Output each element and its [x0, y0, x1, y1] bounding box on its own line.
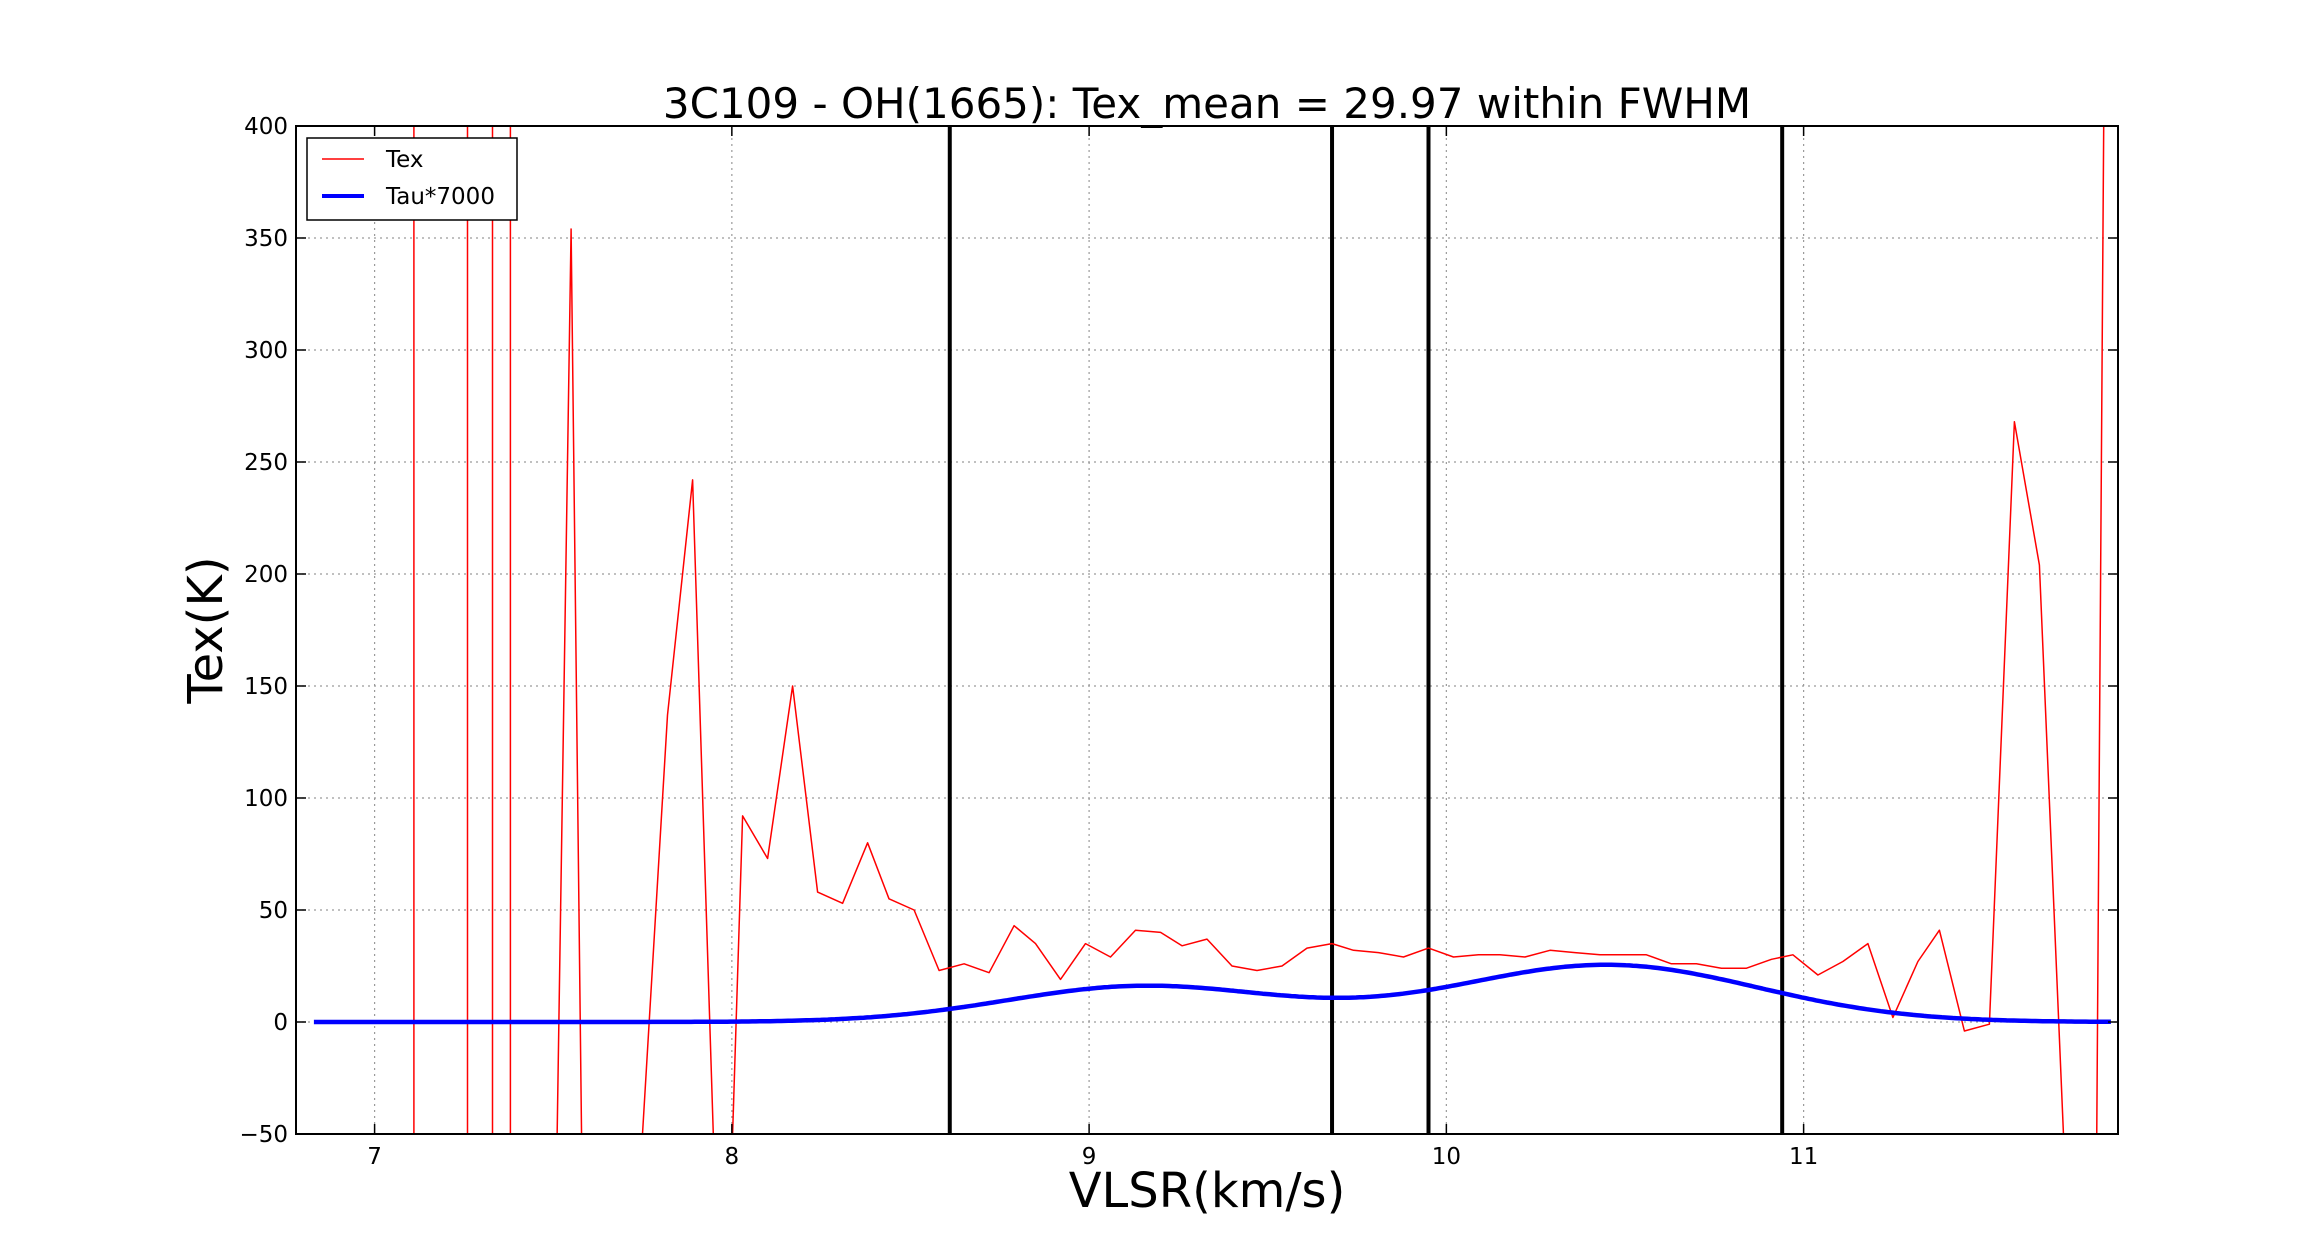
x-tick-label: 8 — [725, 1144, 740, 1170]
x-tick-label: 9 — [1082, 1144, 1097, 1170]
fwhm-markers — [947, 126, 1785, 1134]
y-tick-label: 350 — [244, 226, 288, 252]
legend-tau-label: Tau*7000 — [385, 184, 495, 210]
series-tex-line — [348, 126, 2105, 1134]
x-tick-label: 10 — [1432, 1144, 1461, 1170]
series-tau-line — [313, 962, 2111, 1025]
plot-frame — [295, 125, 2119, 1135]
legend-box — [306, 137, 518, 221]
legend-tex-label: Tex — [385, 147, 424, 173]
series-lines — [313, 126, 2111, 1134]
y-tick-label: 100 — [244, 786, 288, 812]
grid — [296, 126, 2118, 1134]
axis-ticks: 7 8 9 10 11 −50 0 50 100 150 200 250 300 350 400 — [239, 114, 2118, 1170]
y-axis-title: Tex(K) — [178, 556, 234, 704]
x-tick-label: 11 — [1789, 1144, 1818, 1170]
y-tick-label: −50 — [239, 1122, 288, 1148]
x-axis-title: VLSR(km/s) — [1069, 1163, 1346, 1219]
y-tick-label: 50 — [259, 898, 288, 924]
chart-title: 3C109 - OH(1665): Tex_mean = 29.97 withi… — [663, 79, 1751, 128]
y-tick-label: 300 — [244, 338, 288, 364]
y-tick-label: 0 — [273, 1010, 288, 1036]
y-tick-label: 250 — [244, 450, 288, 476]
y-tick-label: 150 — [244, 674, 288, 700]
y-tick-label: 400 — [244, 114, 288, 140]
x-tick-label: 7 — [367, 1144, 382, 1170]
y-tick-label: 200 — [244, 562, 288, 588]
legend: Tex Tau*7000 — [306, 137, 518, 221]
